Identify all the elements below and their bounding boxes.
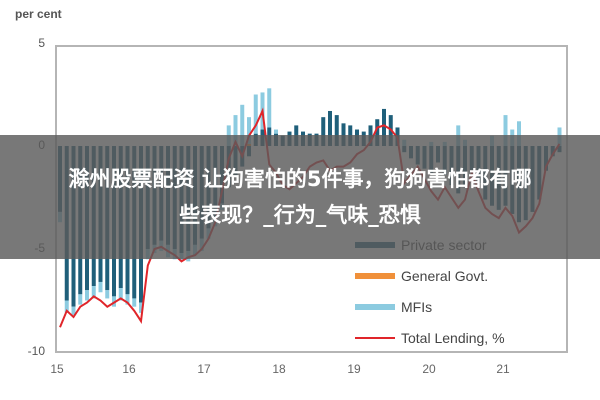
bar-segment xyxy=(321,117,326,146)
ytick-5: 5 xyxy=(38,36,45,50)
xtick-15: 15 xyxy=(50,362,64,376)
bar-segment xyxy=(328,110,332,146)
bar-segment xyxy=(240,104,245,146)
bar-segment xyxy=(247,117,251,144)
bar-segment xyxy=(64,300,69,313)
bar-segment xyxy=(105,290,110,299)
xtick-21: 21 xyxy=(496,362,510,376)
legend-label: MFIs xyxy=(401,298,433,315)
bar-segment xyxy=(334,115,339,146)
unit-label: per cent xyxy=(15,7,62,21)
bar-segment xyxy=(233,115,238,146)
legend-item-total-lending: Total Lending, % xyxy=(355,322,505,353)
xtick-16: 16 xyxy=(122,362,136,376)
overlay-title-line-2: 些表现？_行为_气味_恐惧 xyxy=(179,203,421,227)
xtick-19: 19 xyxy=(347,362,361,376)
xtick-20: 20 xyxy=(422,362,436,376)
overlay-title-line-1: 滁州股票配资 让狗害怕的5件事，狗狗害怕都有哪 xyxy=(68,167,532,191)
bar-segment xyxy=(267,88,272,128)
bar-segment xyxy=(71,306,76,315)
bar-segment xyxy=(341,123,346,146)
xtick-18: 18 xyxy=(272,362,286,376)
ytick-minus10: -10 xyxy=(27,344,45,358)
bar-segment xyxy=(125,294,130,305)
general-govt-swatch xyxy=(355,272,395,279)
total-lending-swatch xyxy=(355,336,395,339)
bar-segment xyxy=(375,119,380,146)
xtick-17: 17 xyxy=(197,362,211,376)
bar-segment xyxy=(253,94,258,134)
bar-segment xyxy=(132,298,137,307)
bar-segment xyxy=(91,286,96,299)
bar-segment xyxy=(118,288,123,301)
title-overlay-banner: 滁州股票配资 让狗害怕的5件事，狗狗害怕都有哪 些表现？_行为_气味_恐惧 xyxy=(0,135,600,259)
bar-segment xyxy=(382,108,386,146)
bar-segment xyxy=(98,281,103,293)
bar-segment xyxy=(274,129,278,134)
bar-segment xyxy=(139,302,143,313)
bar-segment xyxy=(85,290,89,301)
bar-segment xyxy=(78,294,83,305)
legend-item-general-govt: General Govt. xyxy=(355,260,505,291)
legend-label: General Govt. xyxy=(401,267,489,284)
bar-segment xyxy=(503,115,508,146)
legend-item-mfis: MFIs xyxy=(355,291,505,322)
mfis-swatch xyxy=(355,303,395,310)
legend-label: Total Lending, % xyxy=(401,329,505,346)
bar-segment xyxy=(517,121,521,146)
